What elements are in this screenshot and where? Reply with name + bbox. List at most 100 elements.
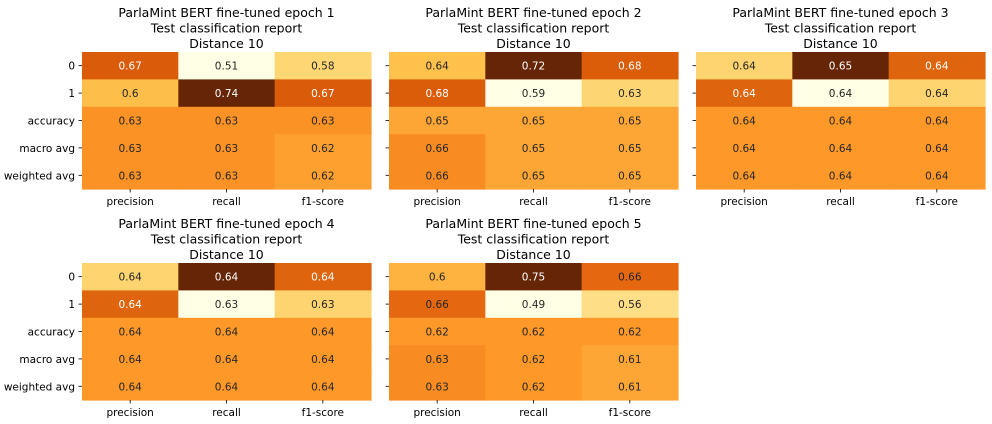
heatmap-cell	[82, 52, 179, 80]
heatmap-cell	[178, 263, 276, 291]
heatmap-cell	[581, 106, 679, 135]
cell-value-label: 0.64	[925, 170, 949, 182]
cell-value-label: 0.51	[215, 61, 238, 73]
heatmap-cell	[178, 317, 276, 346]
cell-value-label: 0.64	[732, 143, 756, 155]
x-tick-label: recall	[519, 407, 548, 419]
heatmap-cell	[178, 372, 276, 401]
cell-value-label: 0.56	[618, 299, 642, 311]
cell-value-label: 0.64	[732, 170, 756, 182]
heatmap-cell	[888, 52, 986, 80]
cell-value-label: 0.64	[118, 272, 142, 284]
chart-title-line: Distance 10	[496, 36, 571, 51]
chart-title-line: ParlaMint BERT fine-tuned epoch 2	[425, 5, 641, 20]
cell-value-label: 0.6	[122, 88, 139, 100]
cell-value-label: 0.59	[522, 88, 545, 100]
cell-value-label: 0.63	[118, 170, 141, 182]
cell-value-label: 0.64	[925, 143, 949, 155]
x-tick-label: f1-score	[609, 407, 651, 419]
heatmap-cell	[485, 317, 583, 346]
cell-value-label: 0.64	[311, 354, 335, 366]
cell-value-label: 0.68	[618, 61, 641, 73]
heatmap-cell	[82, 345, 179, 374]
heatmap-cell	[888, 106, 986, 135]
cell-value-label: 0.63	[425, 354, 448, 366]
cell-value-label: 0.62	[311, 143, 334, 155]
chart-title-line: Distance 10	[189, 36, 264, 51]
heatmap-cell	[389, 134, 486, 163]
heatmap-cell	[389, 317, 486, 346]
heatmap-cell	[82, 79, 179, 108]
cell-value-label: 0.64	[118, 381, 142, 393]
cell-value-label: 0.64	[215, 327, 239, 339]
cell-value-label: 0.62	[618, 327, 641, 339]
heatmap-cell	[274, 290, 372, 319]
chart-title-line: ParlaMint BERT fine-tuned epoch 4	[118, 216, 334, 231]
cell-value-label: 0.65	[618, 116, 641, 128]
cell-value-label: 0.66	[425, 170, 449, 182]
x-tick-label: recall	[212, 407, 241, 419]
heatmap-cell	[82, 134, 179, 163]
heatmap-cell	[581, 52, 679, 80]
cell-value-label: 0.65	[522, 116, 545, 128]
cell-value-label: 0.65	[618, 170, 641, 182]
heatmap-cell	[389, 345, 486, 374]
cell-value-label: 0.65	[425, 116, 448, 128]
cell-value-label: 0.64	[425, 61, 449, 73]
heatmap-cell	[178, 345, 276, 374]
chart-title-line: Test classification report	[150, 21, 303, 36]
x-tick-label: precision	[106, 196, 153, 208]
cell-value-label: 0.63	[118, 143, 141, 155]
x-tick-label: f1-score	[302, 196, 344, 208]
heatmap-cell	[82, 317, 179, 346]
heatmap-cell	[274, 161, 372, 190]
cell-value-label: 0.62	[522, 354, 545, 366]
heatmap-cell	[888, 134, 986, 163]
y-tick-label: 1	[68, 299, 75, 311]
chart-title-line: Distance 10	[189, 247, 264, 262]
heatmap-cell	[485, 372, 583, 401]
cell-value-label: 0.61	[618, 381, 641, 393]
cell-value-label: 0.49	[522, 299, 545, 311]
heatmap-cell	[792, 106, 890, 135]
heatmap-cell	[274, 317, 372, 346]
heatmap-cell	[274, 345, 372, 374]
cell-value-label: 0.63	[618, 88, 641, 100]
heatmap-cell	[389, 263, 486, 291]
chart-title-line: Distance 10	[803, 36, 878, 51]
x-tick-label: f1-score	[916, 196, 958, 208]
heatmap-cell	[82, 263, 179, 291]
x-tick-label: precision	[106, 407, 153, 419]
cell-value-label: 0.65	[522, 170, 545, 182]
heatmap-cell	[581, 263, 679, 291]
heatmap-cell	[696, 161, 793, 190]
cell-value-label: 0.64	[829, 88, 853, 100]
y-tick-label: macro avg	[19, 143, 75, 155]
x-tick-label: f1-score	[302, 407, 344, 419]
cell-value-label: 0.64	[732, 116, 756, 128]
heatmap-cell	[581, 372, 679, 401]
heatmap-cell	[696, 134, 793, 163]
x-tick-label: precision	[720, 196, 767, 208]
cell-value-label: 0.63	[425, 381, 448, 393]
heatmap-cell	[581, 134, 679, 163]
cell-value-label: 0.64	[829, 116, 853, 128]
cell-value-label: 0.63	[215, 170, 238, 182]
cell-value-label: 0.64	[311, 272, 335, 284]
chart-title-line: ParlaMint BERT fine-tuned epoch 5	[425, 216, 641, 231]
cell-value-label: 0.63	[311, 299, 334, 311]
heatmap-cell	[274, 106, 372, 135]
heatmap-cell	[389, 106, 486, 135]
cell-value-label: 0.68	[425, 88, 448, 100]
heatmap-cell	[792, 79, 890, 108]
y-tick-label: accuracy	[28, 116, 75, 128]
cell-value-label: 0.66	[425, 143, 449, 155]
x-tick-label: recall	[826, 196, 855, 208]
heatmap-cell	[82, 161, 179, 190]
cell-value-label: 0.72	[522, 61, 545, 73]
heatmap-cell	[485, 290, 583, 319]
